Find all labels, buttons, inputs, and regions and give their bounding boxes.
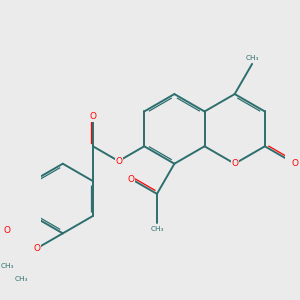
- Text: CH₃: CH₃: [0, 263, 14, 269]
- Text: O: O: [34, 244, 41, 253]
- Text: O: O: [89, 112, 97, 121]
- Text: O: O: [128, 175, 135, 184]
- Text: CH₃: CH₃: [150, 226, 164, 232]
- Text: O: O: [4, 226, 11, 235]
- Text: O: O: [231, 159, 238, 168]
- Text: CH₃: CH₃: [14, 276, 28, 282]
- Text: O: O: [292, 159, 298, 168]
- Text: O: O: [115, 157, 122, 166]
- Text: CH₃: CH₃: [245, 55, 259, 61]
